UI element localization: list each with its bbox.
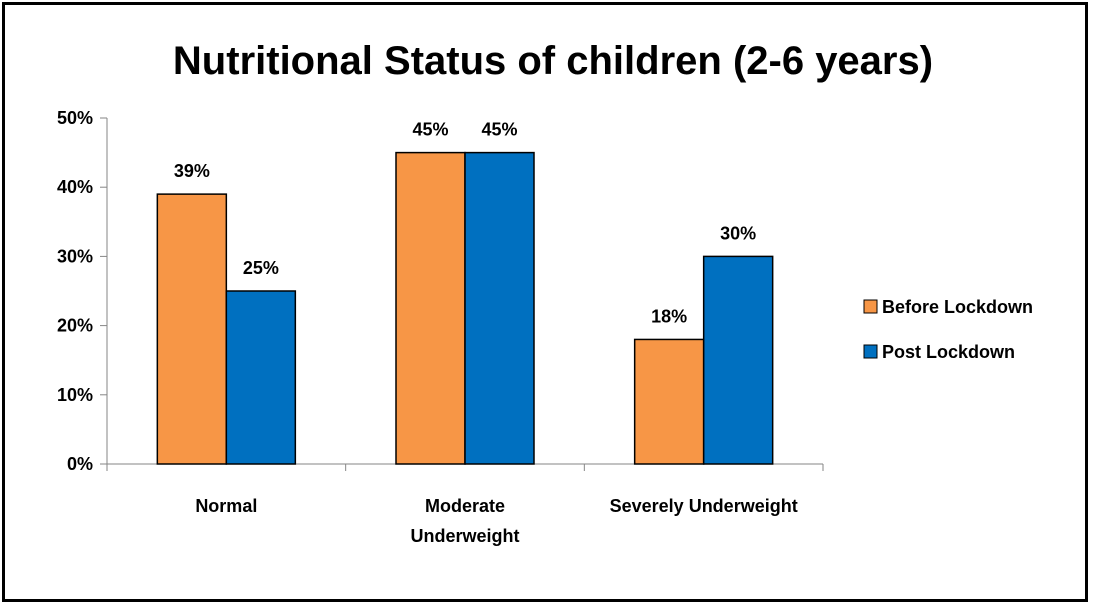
bar bbox=[395, 151, 466, 465]
data-label: 45% bbox=[412, 120, 448, 140]
legend-entry: Post Lockdown bbox=[882, 342, 1015, 362]
bar bbox=[156, 193, 228, 465]
y-tick-label: 0% bbox=[67, 454, 93, 474]
x-category-label: Moderate Underweight bbox=[410, 496, 519, 546]
data-label: 30% bbox=[720, 223, 756, 243]
data-label: 25% bbox=[243, 258, 279, 278]
data-label: 45% bbox=[481, 120, 517, 140]
legend-swatch bbox=[863, 299, 878, 314]
data-label: 18% bbox=[651, 306, 687, 326]
legend-swatch bbox=[863, 344, 878, 359]
bar bbox=[225, 290, 297, 465]
x-category-label: Normal bbox=[195, 496, 257, 516]
legend-entry: Before Lockdown bbox=[882, 297, 1033, 317]
chart-title: Nutritional Status of children (2-6 year… bbox=[173, 39, 933, 83]
y-tick-label: 10% bbox=[57, 385, 93, 405]
bar bbox=[464, 151, 535, 465]
bar bbox=[702, 255, 774, 465]
chart: Nutritional Status of children (2-6 year… bbox=[57, 39, 1033, 546]
y-tick-label: 30% bbox=[57, 246, 93, 266]
bars: 39% 25% 45% 45% 18% 30% bbox=[156, 120, 774, 465]
x-category-label: Severely Underweight bbox=[610, 496, 798, 516]
data-label: 39% bbox=[174, 161, 210, 181]
y-tick-label: 40% bbox=[57, 177, 93, 197]
bar bbox=[633, 338, 705, 465]
axes: 0% 10% 20% 30% 40% 50% Normal Moderate Underweig… bbox=[57, 108, 824, 546]
y-tick-label: 50% bbox=[57, 108, 93, 128]
y-tick-label: 20% bbox=[57, 316, 93, 336]
legend: Before Lockdown Post Lockdown bbox=[863, 297, 1033, 362]
